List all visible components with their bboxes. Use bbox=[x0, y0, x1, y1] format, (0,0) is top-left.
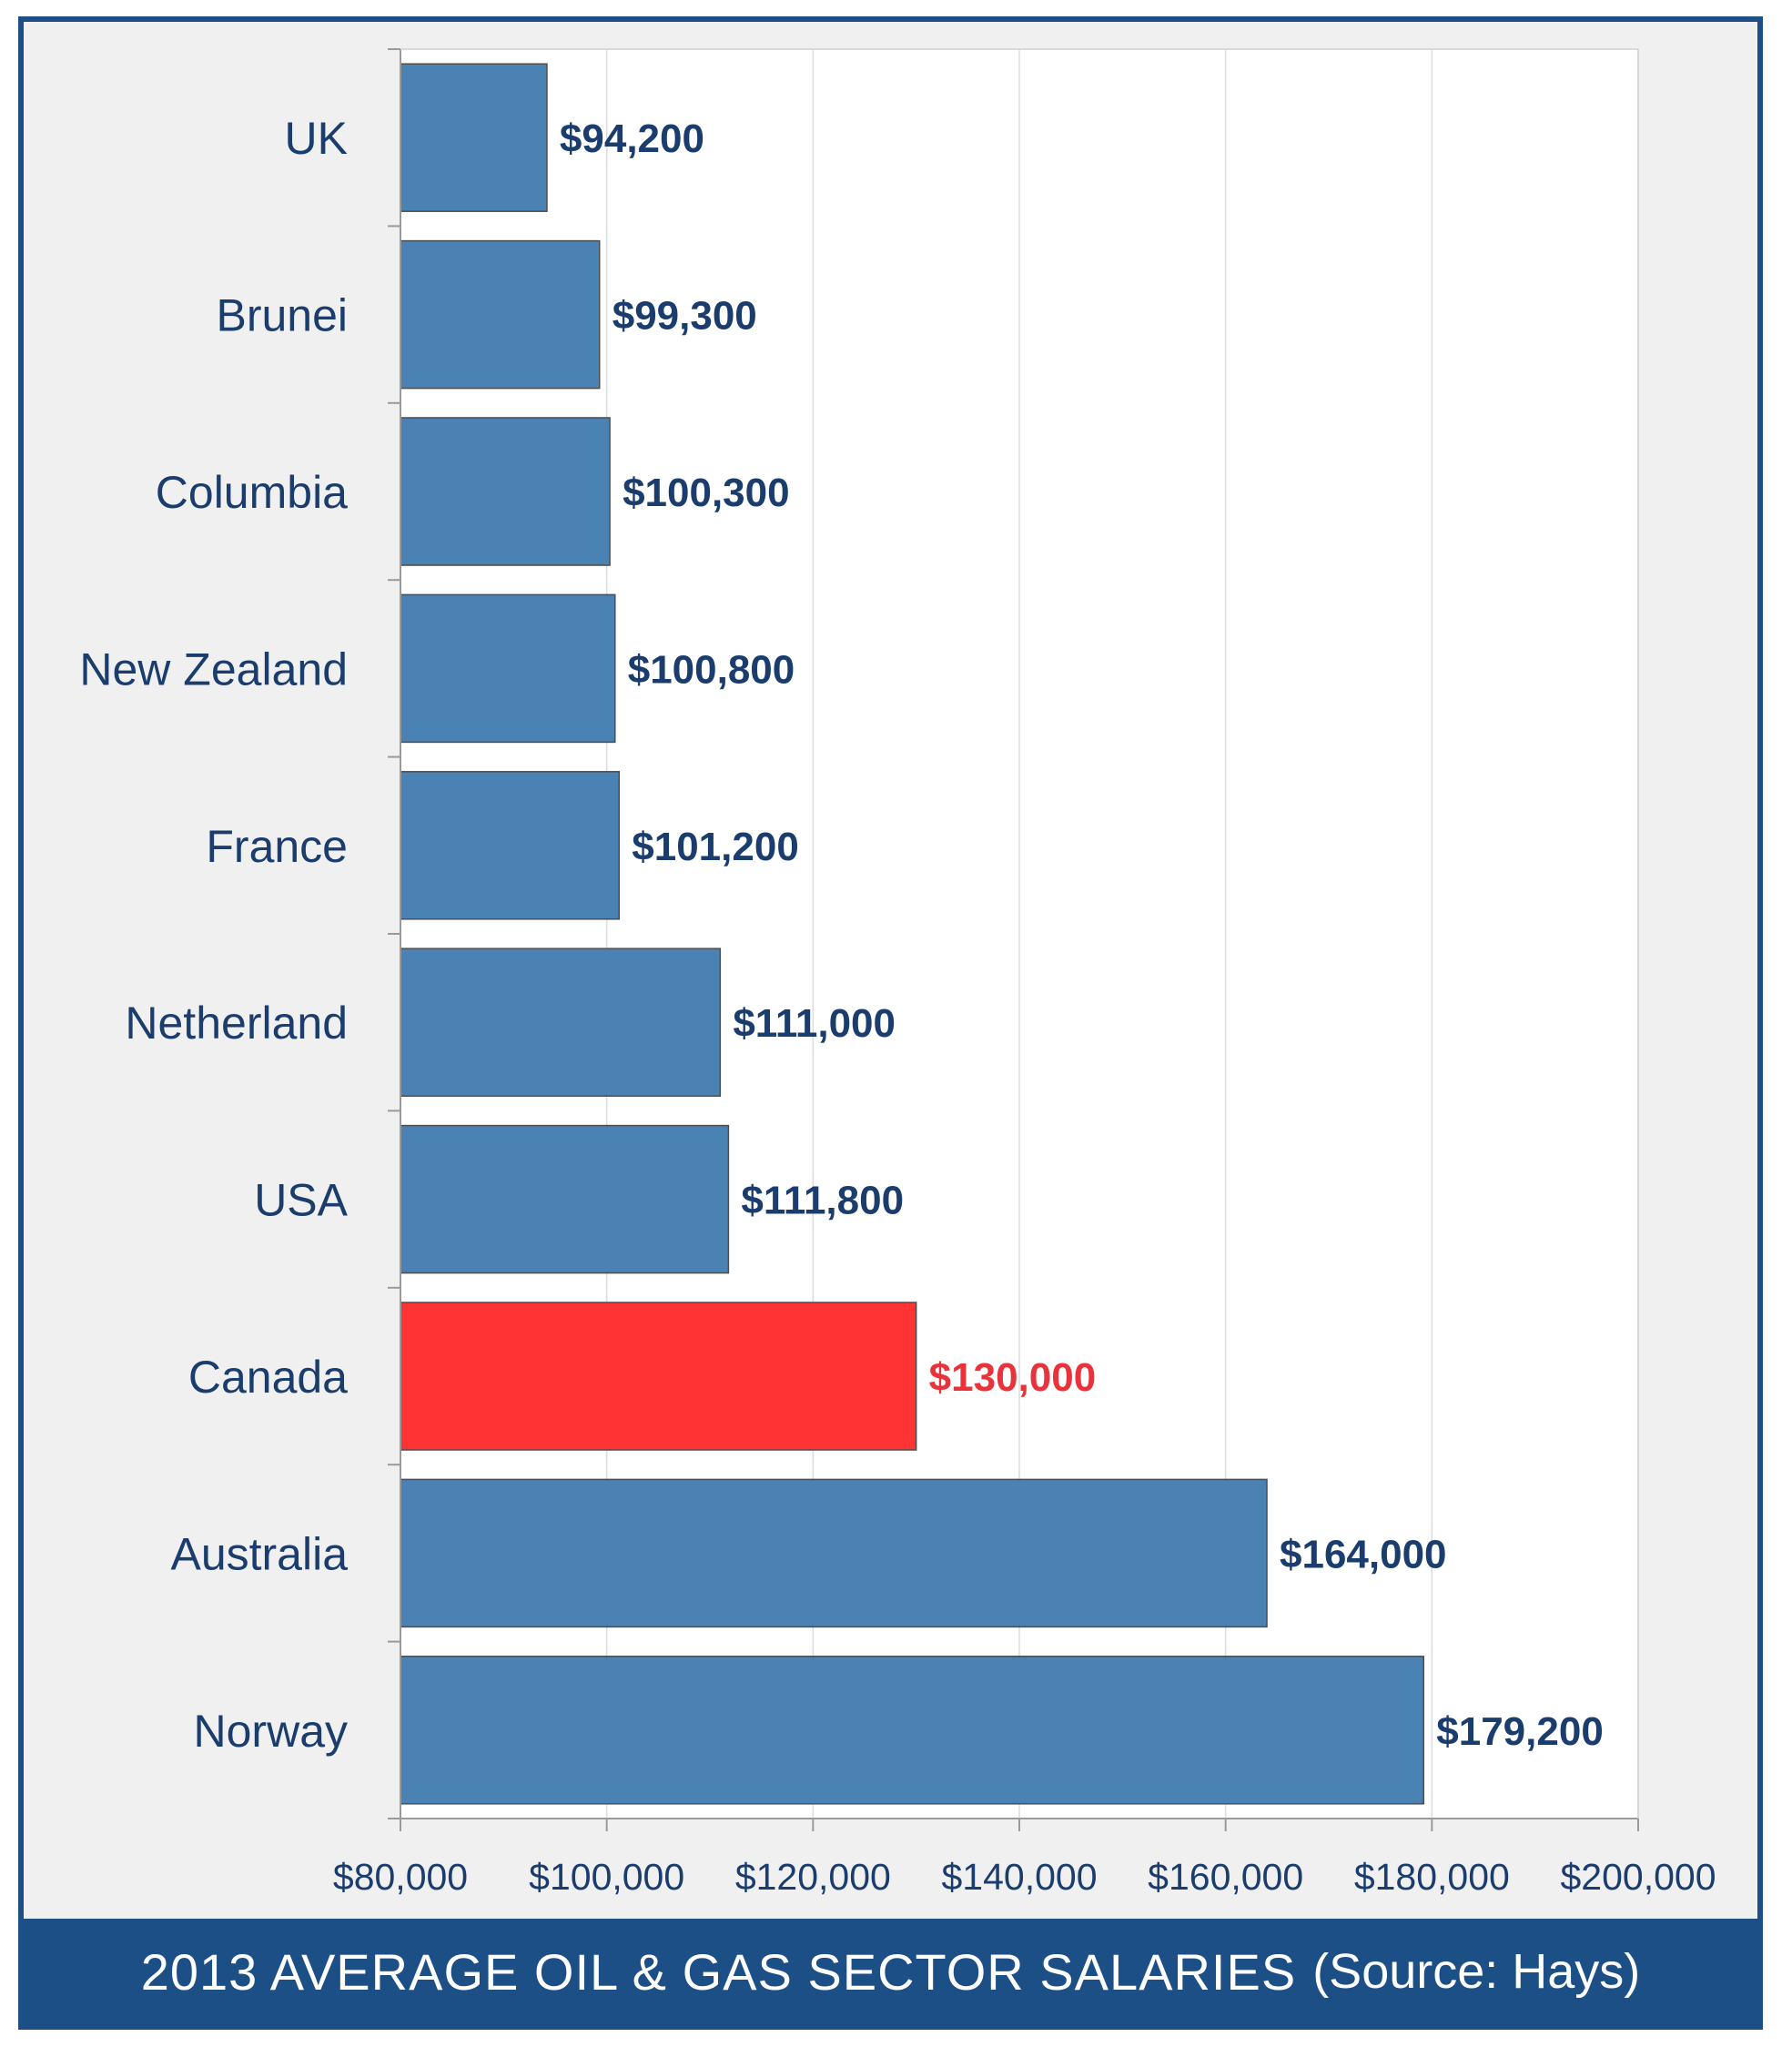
chart-title: 2013 AVERAGE OIL & GAS SECTOR SALARIES bbox=[140, 1942, 1297, 2001]
category-label-brunei: Brunei bbox=[216, 290, 348, 341]
chart-frame: $80,000 $100,000 $120,000 $140,000 $160,000 $… bbox=[18, 16, 1763, 2030]
bar-australia bbox=[400, 1478, 1268, 1628]
bar-france bbox=[400, 771, 621, 920]
labels: $80,000 $100,000 $120,000 $140,000 $160,000 $… bbox=[79, 113, 1716, 1898]
x-tick-label: $160,000 bbox=[1148, 1856, 1303, 1898]
x-tick-label: $200,000 bbox=[1560, 1856, 1716, 1898]
x-tick-label: $180,000 bbox=[1354, 1856, 1510, 1898]
category-label-netherland: Netherland bbox=[125, 998, 348, 1049]
category-label-france: France bbox=[206, 821, 348, 872]
bar-uk bbox=[400, 63, 548, 212]
category-label-columbia: Columbia bbox=[156, 467, 348, 518]
bar-netherland bbox=[400, 947, 722, 1097]
category-label-uk: UK bbox=[285, 113, 348, 164]
axes bbox=[388, 48, 1639, 1831]
value-label-uk: $94,200 bbox=[560, 117, 704, 161]
value-label-brunei: $99,300 bbox=[613, 294, 757, 339]
category-label-norway: Norway bbox=[194, 1706, 348, 1757]
value-label-netherland: $111,000 bbox=[733, 1001, 896, 1046]
chart-title-bar: 2013 AVERAGE OIL & GAS SECTOR SALARIES (… bbox=[24, 1919, 1757, 2024]
bars bbox=[400, 63, 1425, 1805]
x-tick-label: $100,000 bbox=[529, 1856, 684, 1898]
bar-chart: $80,000 $100,000 $120,000 $140,000 $160,000 $… bbox=[79, 48, 1716, 1898]
bar-new-zealand bbox=[400, 593, 616, 744]
bar-usa bbox=[400, 1124, 730, 1274]
value-label-norway: $179,200 bbox=[1436, 1709, 1604, 1754]
bar-columbia bbox=[400, 417, 611, 566]
x-tick-label: $120,000 bbox=[735, 1856, 891, 1898]
x-tick-label: $80,000 bbox=[333, 1856, 468, 1898]
value-label-new-zealand: $100,800 bbox=[628, 647, 795, 692]
value-label-australia: $164,000 bbox=[1280, 1532, 1447, 1576]
category-label-usa: USA bbox=[254, 1175, 348, 1226]
value-label-columbia: $100,300 bbox=[623, 471, 790, 515]
value-label-canada: $130,000 bbox=[929, 1355, 1097, 1400]
category-label-canada: Canada bbox=[188, 1352, 348, 1403]
bar-norway bbox=[400, 1656, 1425, 1805]
value-label-usa: $111,800 bbox=[741, 1179, 904, 1223]
bar-canada bbox=[400, 1302, 917, 1451]
x-tick-label: $140,000 bbox=[941, 1856, 1097, 1898]
value-label-france: $101,200 bbox=[632, 825, 799, 869]
chart-source: (Source: Hays) bbox=[1312, 1944, 1641, 1999]
category-label-new-zealand: New Zealand bbox=[79, 643, 348, 694]
bar-brunei bbox=[400, 239, 601, 390]
category-label-australia: Australia bbox=[170, 1528, 348, 1579]
